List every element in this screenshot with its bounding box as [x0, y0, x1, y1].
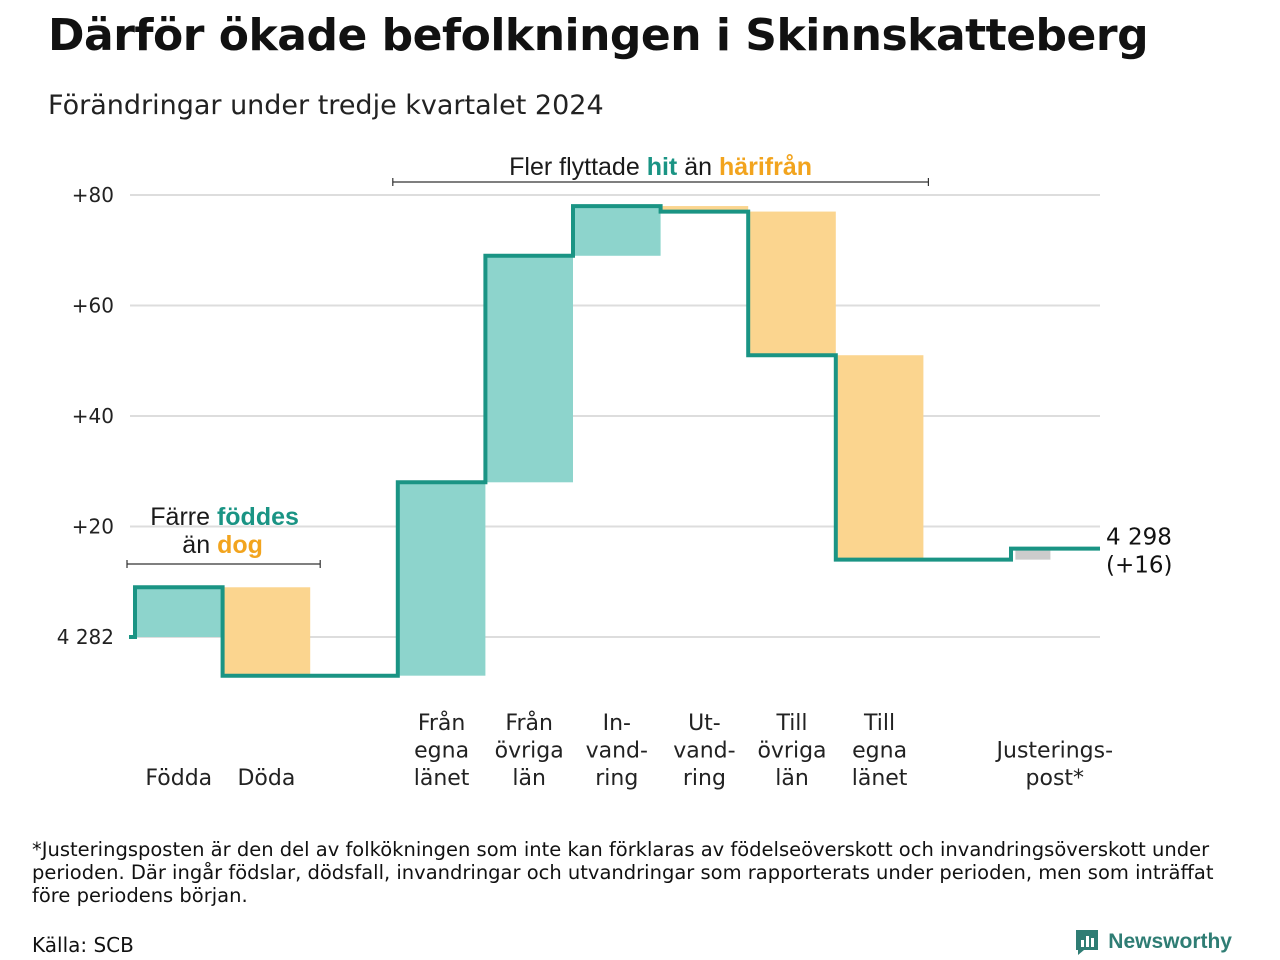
bar-decrease: [748, 211, 836, 356]
bar-increase: [135, 587, 223, 637]
waterfall-chart: 4 282 +20 +40 +60 +80 4 298(+16) Födda Döda Från…: [57, 153, 1173, 791]
annotation-fragment: härifrån: [719, 153, 812, 181]
bar-decrease: [660, 206, 749, 212]
bar-decrease: [835, 355, 924, 560]
bar-increase: [397, 482, 486, 676]
newsworthy-logo-icon: [1076, 930, 1099, 955]
bar-increase: [485, 255, 573, 483]
bar-increase: [573, 206, 661, 256]
y-tick-label: +80: [72, 183, 114, 207]
x-category-label: Justerings-: [995, 739, 1114, 764]
chart-title: Därför ökade befolkningen i Skinnskatteb…: [48, 10, 1149, 61]
bar-decrease: [222, 587, 311, 676]
x-category-label: Till: [775, 711, 807, 736]
x-category-label: Till: [863, 711, 895, 736]
brand-logo: Newsworthy: [1074, 928, 1232, 956]
annotation-fragment: än: [677, 153, 719, 181]
running-total: [129, 204, 1100, 678]
annotation-fragment: dog: [217, 531, 263, 559]
annotation-fragment: hit: [647, 153, 678, 181]
x-category-label: ring: [683, 766, 726, 791]
bars: [135, 206, 1051, 676]
x-category-label: post*: [1026, 766, 1085, 791]
x-category-label: vand-: [673, 739, 735, 764]
x-category-label: övriga: [757, 739, 826, 764]
x-category-label: övriga: [495, 739, 564, 764]
annotation-fragment: än: [182, 531, 217, 559]
x-category-label: Ut-: [688, 711, 721, 736]
footnote: *Justeringsposten är den del av folkökni…: [32, 838, 1214, 907]
end-value-label: 4 298: [1106, 525, 1172, 551]
x-category-label: egna: [852, 739, 907, 764]
x-category-label: egna: [414, 739, 469, 764]
chart-subtitle: Förändringar under tredje kvartalet 2024: [48, 90, 604, 121]
y-tick-label: +40: [72, 404, 114, 428]
gridlines: [130, 194, 1100, 638]
x-category-label: vand-: [586, 739, 648, 764]
y-tick-label: +20: [72, 515, 114, 539]
y-tick-label: +60: [72, 294, 114, 318]
x-category-label: ring: [595, 766, 638, 791]
x-category-label: Födda: [145, 766, 212, 791]
x-category-label: Från: [418, 710, 466, 736]
annotation-fragment: Färre: [150, 503, 217, 531]
x-category-label: Från: [505, 710, 553, 736]
x-category-label: län: [512, 766, 546, 791]
brand-name: Newsworthy: [1108, 930, 1232, 953]
source-credit: Källa: SCB: [32, 933, 134, 957]
annotation-migration: Fler flyttade hit än härifrån: [509, 153, 812, 181]
annotation-fragment: Fler flyttade: [509, 153, 647, 181]
bar-adjustment: [1015, 548, 1051, 560]
labels: 4 282 +20 +40 +60 +80 4 298(+16) Födda Döda Från…: [57, 183, 1173, 791]
x-category-label: Döda: [237, 766, 295, 791]
annotation-fragment: föddes: [217, 503, 299, 531]
x-category-label: länet: [852, 766, 908, 791]
end-change-label: (+16): [1106, 553, 1172, 579]
running-total-line: [129, 204, 1100, 678]
x-category-label: länet: [414, 766, 470, 791]
x-category-label: In-: [603, 711, 631, 736]
y-tick-label: 4 282: [57, 625, 114, 649]
annotation-births-deaths-2: än dog: [182, 531, 263, 559]
x-category-label: län: [775, 766, 809, 791]
annotation-births-deaths: Färre föddes: [150, 503, 299, 531]
